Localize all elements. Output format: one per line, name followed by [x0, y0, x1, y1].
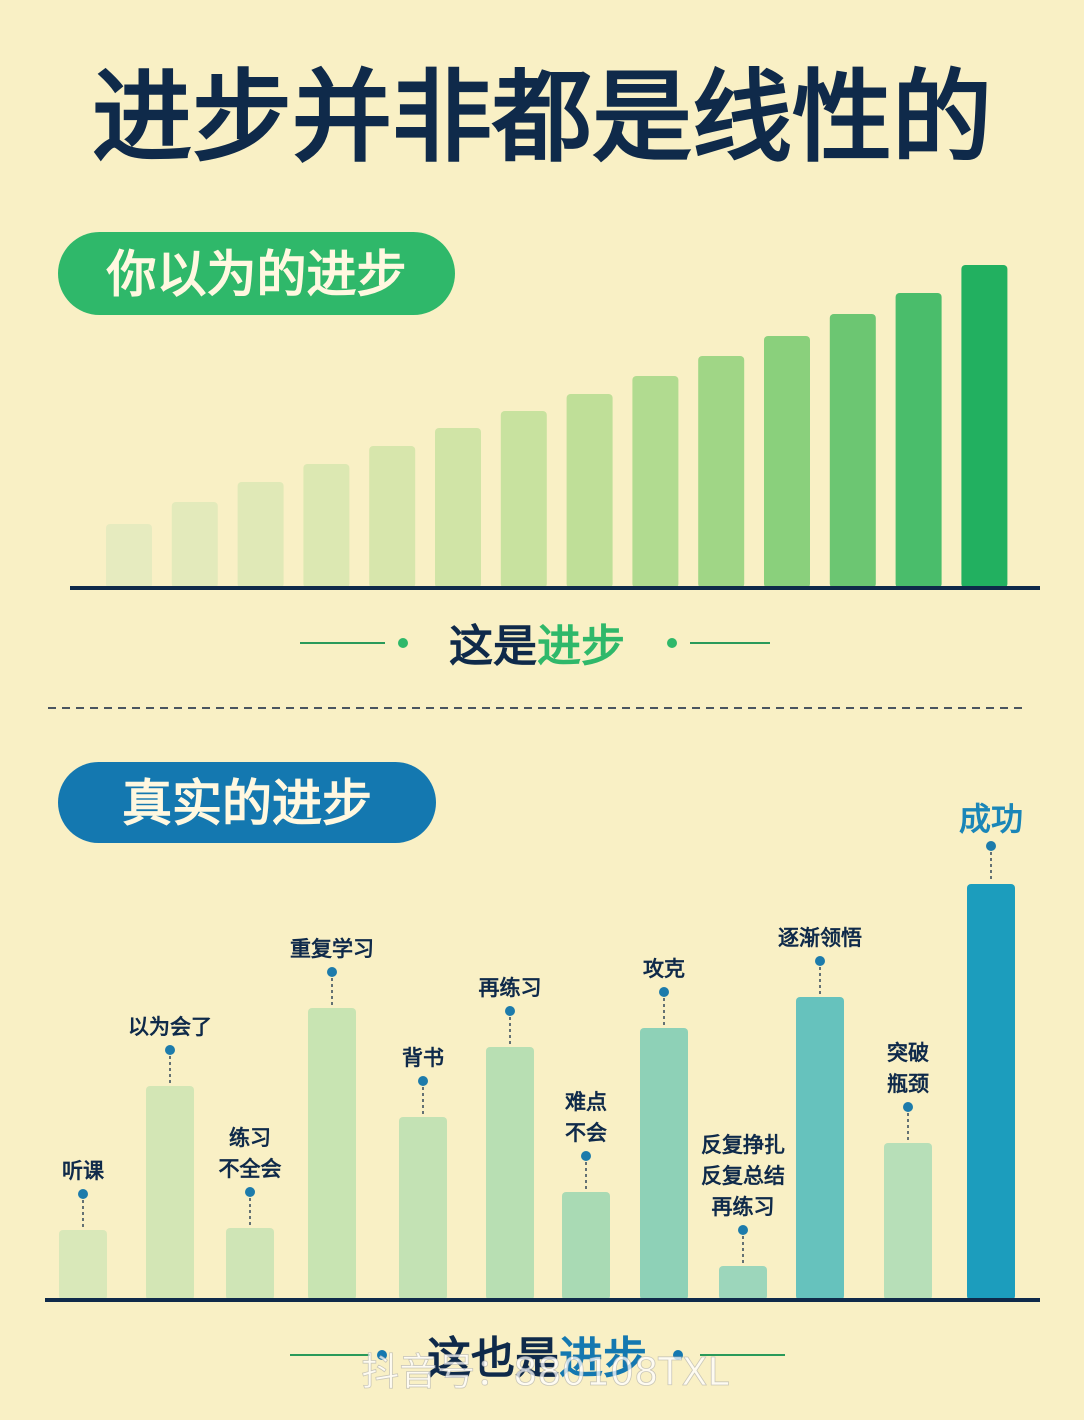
bar — [632, 376, 679, 588]
bar-label: 成功 — [959, 800, 1023, 838]
leader-dot — [986, 841, 996, 851]
leader-dot — [581, 1151, 591, 1161]
section-pill — [58, 762, 436, 843]
bar — [562, 1192, 610, 1300]
bar — [829, 314, 876, 588]
bar-label: 以为会了 — [128, 1015, 212, 1039]
bar — [566, 394, 613, 588]
leader-dot — [505, 1006, 515, 1016]
bar — [961, 265, 1008, 588]
caption-dot — [673, 1350, 683, 1360]
bar — [796, 997, 844, 1300]
leader-dot — [245, 1187, 255, 1197]
caption-part: 这是 — [449, 621, 537, 672]
bar — [764, 336, 810, 588]
leader-dot — [738, 1225, 748, 1235]
caption-part: 进步 — [559, 1333, 647, 1384]
bar — [500, 411, 547, 588]
caption-dot — [398, 638, 408, 648]
caption-part: 进步 — [537, 621, 625, 672]
bar — [59, 1230, 107, 1300]
bar — [308, 1008, 356, 1300]
bar-label: 不全会 — [219, 1157, 282, 1181]
bar-label: 重复学习 — [290, 937, 374, 961]
bar — [226, 1228, 274, 1300]
main-title: 进步并非都是线性的 — [92, 59, 992, 176]
bar — [106, 524, 152, 588]
section-pill — [58, 232, 455, 315]
bar-label: 练习 — [229, 1126, 271, 1150]
bar-label: 突破 — [887, 1041, 929, 1065]
leader-dot — [418, 1076, 428, 1086]
bar — [698, 356, 745, 588]
bar — [399, 1117, 447, 1300]
caption-dot — [667, 638, 677, 648]
bar — [146, 1086, 194, 1300]
bar-label: 逐渐领悟 — [778, 926, 862, 950]
bar — [369, 446, 416, 588]
section-title: 你以为的进步 — [106, 246, 407, 304]
bar-label: 攻克 — [643, 957, 685, 981]
bar-label: 再练习 — [479, 976, 542, 1000]
bar — [640, 1028, 688, 1300]
caption-part: 这也是 — [427, 1333, 559, 1384]
caption-dot — [377, 1350, 387, 1360]
leader-dot — [903, 1102, 913, 1112]
caption: 这也是进步 — [427, 1333, 647, 1384]
bar — [303, 464, 350, 588]
bar — [435, 428, 481, 588]
bar-label: 反复总结 — [701, 1164, 785, 1188]
bar-label: 不会 — [565, 1121, 607, 1145]
bar-label: 再练习 — [712, 1195, 775, 1219]
bar-label: 反复挣扎 — [701, 1133, 785, 1157]
bar-label: 背书 — [402, 1046, 444, 1070]
bar — [171, 502, 218, 588]
leader-dot — [327, 967, 337, 977]
leader-dot — [165, 1045, 175, 1055]
leader-dot — [659, 987, 669, 997]
section-title: 真实的进步 — [122, 775, 372, 833]
bar — [486, 1047, 534, 1300]
bar — [719, 1266, 767, 1300]
leader-dot — [78, 1189, 88, 1199]
watermark: 抖音号：880108TXL — [361, 1350, 728, 1394]
bar-label: 听课 — [62, 1159, 105, 1183]
bar — [884, 1143, 932, 1300]
bar-label: 难点 — [564, 1090, 607, 1114]
caption: 这是进步 — [449, 621, 625, 672]
bar — [895, 293, 942, 588]
bar — [967, 884, 1015, 1300]
bar — [237, 482, 284, 588]
bar-label: 瓶颈 — [887, 1072, 929, 1096]
leader-dot — [815, 956, 825, 966]
